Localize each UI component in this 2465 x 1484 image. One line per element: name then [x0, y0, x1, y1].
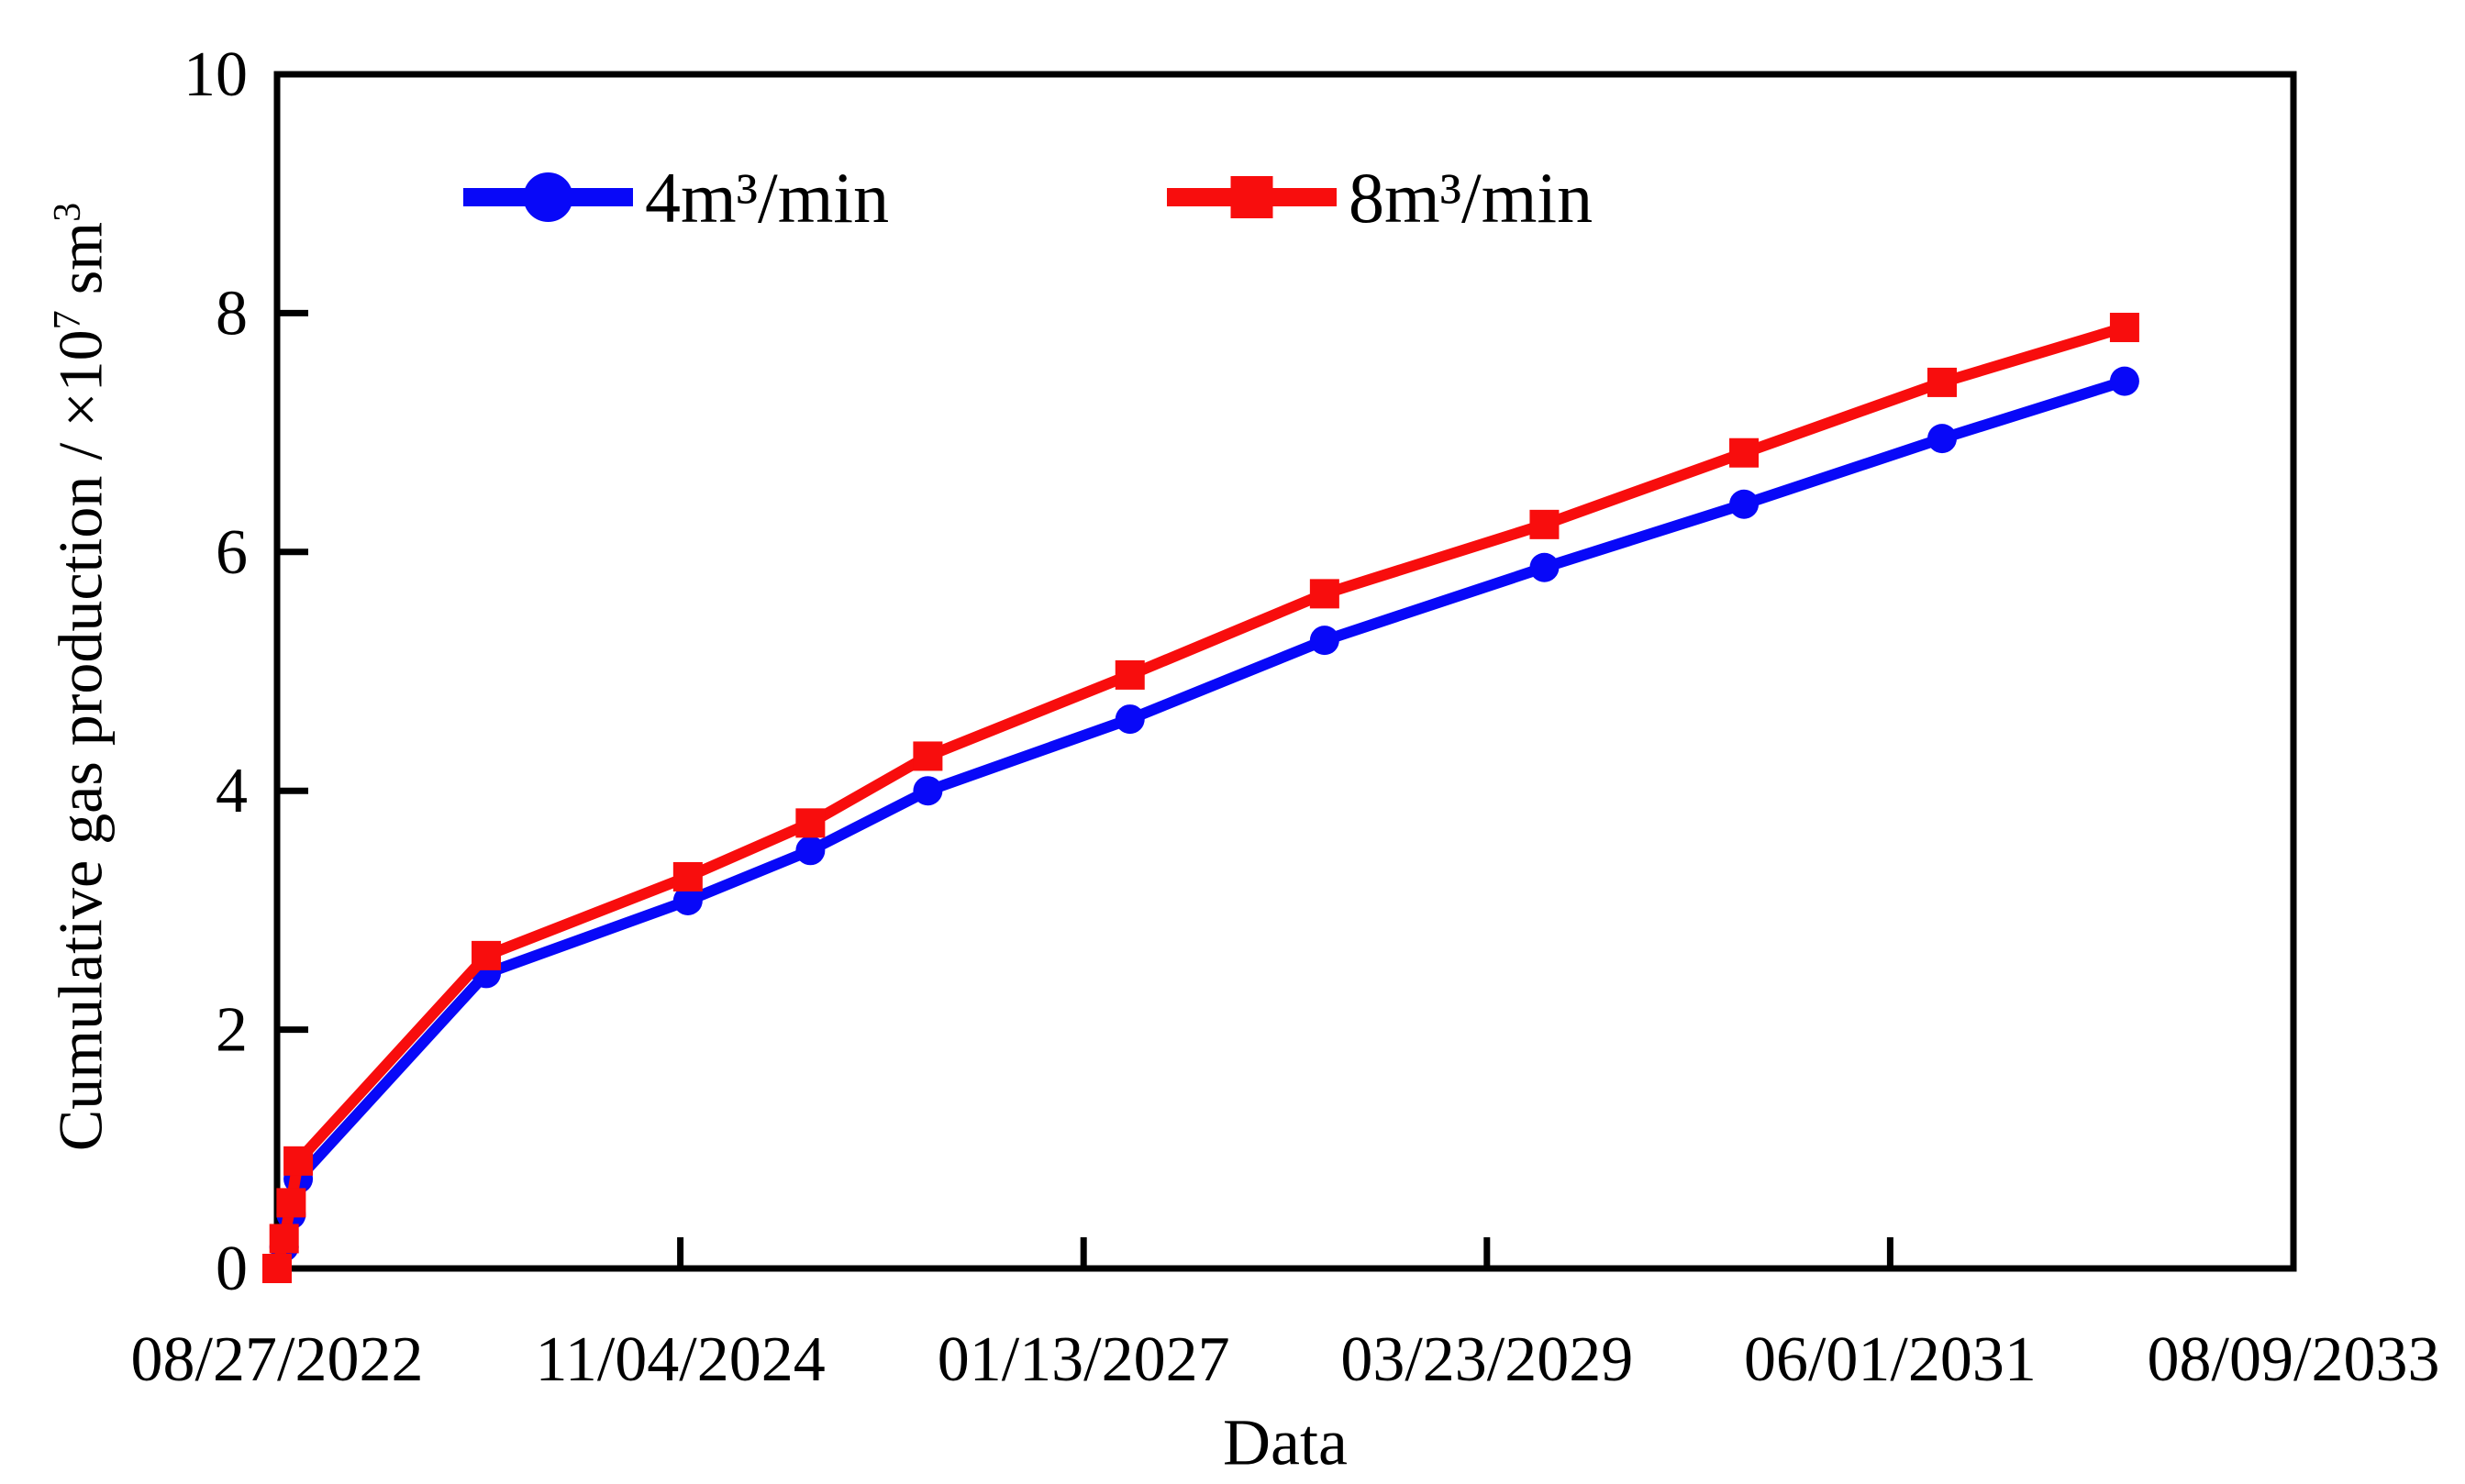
x-tick-label: 01/13/2027 — [938, 1324, 1230, 1395]
y-tick-label: 4 — [216, 756, 248, 826]
data-point-square — [913, 741, 943, 771]
data-point-square — [1926, 367, 1957, 397]
data-point-circle — [2109, 366, 2139, 396]
x-tick-label: 11/04/2024 — [535, 1324, 825, 1395]
data-point-circle — [795, 836, 826, 866]
data-point-square — [1729, 437, 1760, 468]
data-point-square — [672, 861, 703, 892]
y-tick-label: 10 — [183, 39, 248, 110]
data-point-square — [1115, 659, 1145, 690]
x-tick-label: 03/23/2029 — [1340, 1324, 1633, 1395]
y-axis-title: Cumulative gas production / ×107 sm3 — [45, 203, 117, 1151]
data-point-square — [1309, 579, 1339, 609]
data-point-square — [262, 1254, 292, 1283]
legend-label: 8m³/min — [1349, 158, 1593, 238]
data-point-circle — [1926, 424, 1957, 454]
data-point-circle — [1309, 626, 1339, 656]
data-point-circle — [1729, 489, 1760, 519]
series-line-4mmin — [272, 375, 2130, 1274]
y-tick-label: 2 — [216, 995, 248, 1066]
y-axis-title-text: Cumulative gas production / ×10 — [45, 329, 116, 1152]
y-tick-label: 0 — [216, 1234, 248, 1304]
legend-label: 4m³/min — [645, 158, 889, 238]
data-point-square — [269, 1224, 299, 1254]
x-axis-title: Data — [1223, 1405, 1348, 1479]
data-point-square — [795, 808, 826, 838]
y-axis-title-unit: sm — [45, 221, 116, 311]
data-point-square — [2109, 313, 2139, 343]
x-tick-label: 06/01/2031 — [1744, 1324, 2037, 1395]
y-axis-title-exponent: 7 — [45, 310, 89, 330]
legend-marker-square — [1230, 176, 1273, 218]
data-point-square — [283, 1146, 314, 1176]
data-point-square — [276, 1188, 306, 1218]
data-point-circle — [1529, 552, 1560, 582]
data-point-square — [1529, 509, 1560, 539]
data-point-square — [472, 940, 502, 970]
x-tick-label: 08/27/2022 — [131, 1324, 424, 1395]
legend-marker-circle — [523, 172, 573, 222]
plot-frame — [273, 71, 2297, 1272]
data-point-circle — [672, 885, 703, 915]
x-tick-label: 08/09/2033 — [2148, 1324, 2440, 1395]
y-tick-label: 8 — [216, 278, 248, 349]
data-point-circle — [1115, 704, 1145, 735]
y-axis-title-unit-exponent: 3 — [45, 202, 89, 222]
data-point-circle — [913, 776, 943, 806]
y-tick-label: 6 — [216, 517, 248, 588]
